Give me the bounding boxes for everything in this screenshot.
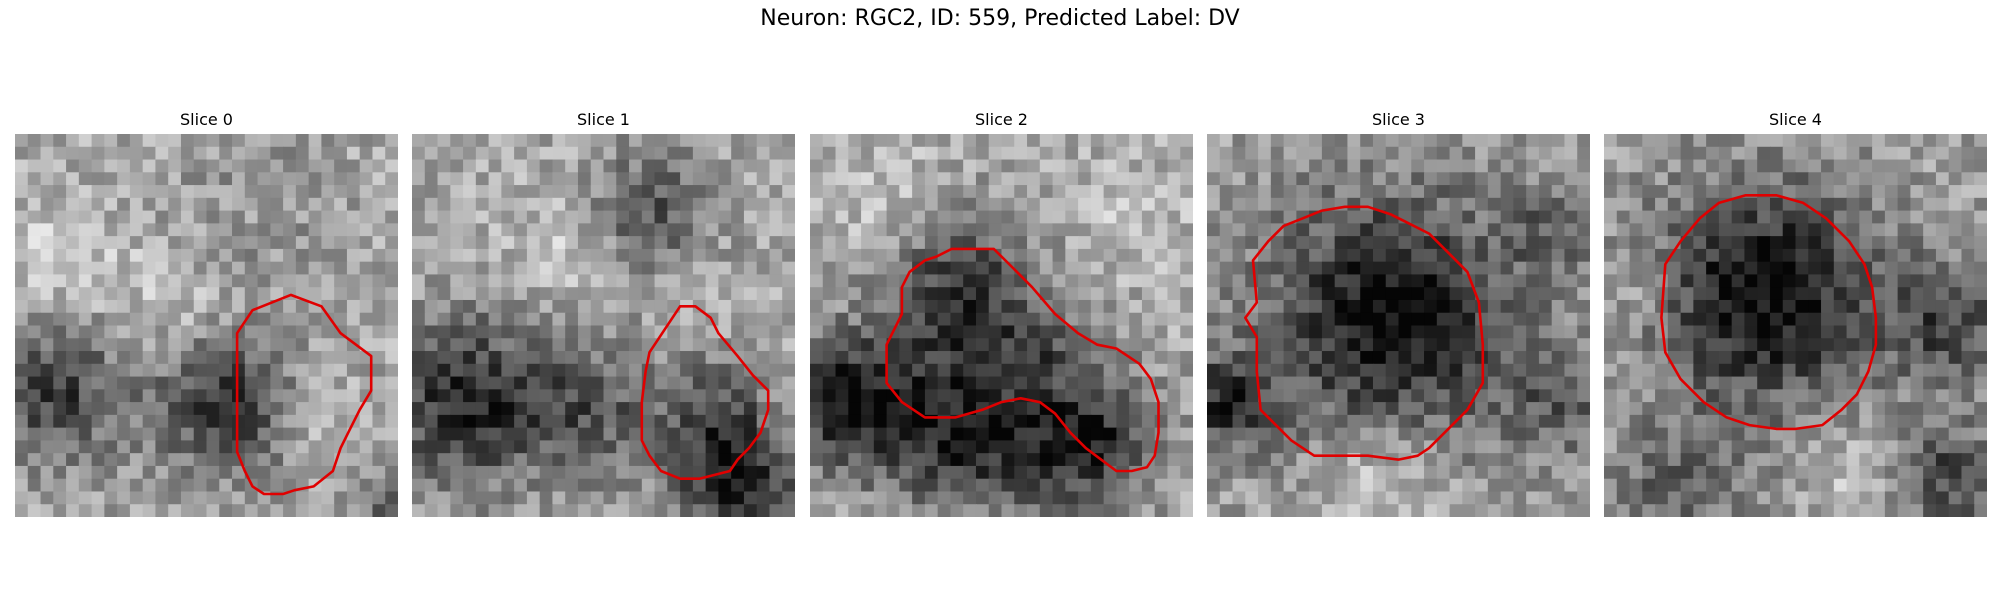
slice-panel-2: Slice 2 [810,110,1193,517]
slice-image-3 [1207,134,1590,517]
cell-contour [1660,193,1878,431]
slice-image-1 [412,134,795,517]
cell-contour [640,305,770,481]
slice-title-3: Slice 3 [1372,110,1425,129]
slice-image-4 [1604,134,1987,517]
slice-title-0: Slice 0 [180,110,233,129]
slice-image-0 [15,134,398,517]
slice-image-2 [810,134,1193,517]
slice-title-2: Slice 2 [975,110,1028,129]
slice-panel-0: Slice 0 [15,110,398,517]
slice-title-4: Slice 4 [1769,110,1822,129]
cell-contour [1243,205,1485,461]
slice-panel-3: Slice 3 [1207,110,1590,517]
cell-contour [885,247,1160,473]
slice-panel-1: Slice 1 [412,110,795,517]
figure-title: Neuron: RGC2, ID: 559, Predicted Label: … [760,6,1240,31]
slice-panel-4: Slice 4 [1604,110,1987,517]
cell-contour [235,293,373,496]
slice-title-1: Slice 1 [577,110,630,129]
